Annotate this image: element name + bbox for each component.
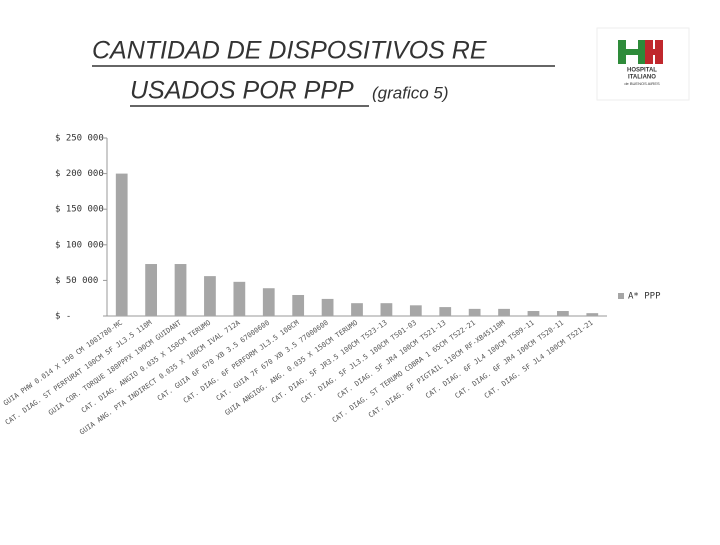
bar <box>586 313 599 316</box>
chart-subtitle: (grafico 5) <box>372 83 449 102</box>
logo: HOSPITAL ITALIANO de BUENOS AIRES <box>596 27 690 101</box>
logo-text: HOSPITAL <box>627 68 657 74</box>
y-tick-label: $ 150 000 <box>55 205 104 215</box>
y-tick-label: $ 100 000 <box>55 240 104 250</box>
logo-text: de BUENOS AIRES <box>624 81 660 86</box>
x-tick-label: CAT. DIAG. 6F JL4 100CM TS09-11 <box>424 319 536 400</box>
bar <box>233 281 246 316</box>
bar <box>262 288 275 316</box>
bar <box>557 311 569 316</box>
bar <box>439 307 452 316</box>
legend-label: A* PPP <box>628 292 661 302</box>
bar <box>321 298 334 316</box>
y-tick-label: $ 200 000 <box>55 169 104 179</box>
bar <box>527 311 540 316</box>
logo-text: ITALIANO <box>628 75 656 81</box>
y-tick-label: $ - <box>55 312 71 322</box>
x-tick-label: CAT. DIAG. 6F JR4 100CM TS20-11 <box>454 319 566 400</box>
bar <box>468 308 481 316</box>
chart-title: CANTIDAD DE DISPOSITIVOS RE <box>92 37 487 65</box>
x-tick-label: GUIA COR. TORQUE 180PPPX 190CM GUIDANT <box>47 318 183 417</box>
bar <box>115 173 128 316</box>
bar <box>498 308 510 316</box>
x-tick-label: CAT. DIAG. 5F JL4 100CM TS21-21 <box>483 319 595 400</box>
y-tick-label: $ 50 000 <box>55 276 98 286</box>
chart-title: USADOS POR PPP <box>130 77 354 105</box>
bar <box>145 264 157 316</box>
bar <box>174 264 187 316</box>
bar <box>204 276 216 316</box>
bar <box>409 305 422 316</box>
bar <box>292 294 305 316</box>
legend-swatch <box>618 293 624 299</box>
bar <box>380 303 393 316</box>
bar <box>351 303 363 316</box>
x-tick-label: CAT. DIAG. 6F PIGTAIL 110CM RF-XB45110M <box>367 319 506 420</box>
y-tick-label: $ 250 000 <box>55 134 104 144</box>
